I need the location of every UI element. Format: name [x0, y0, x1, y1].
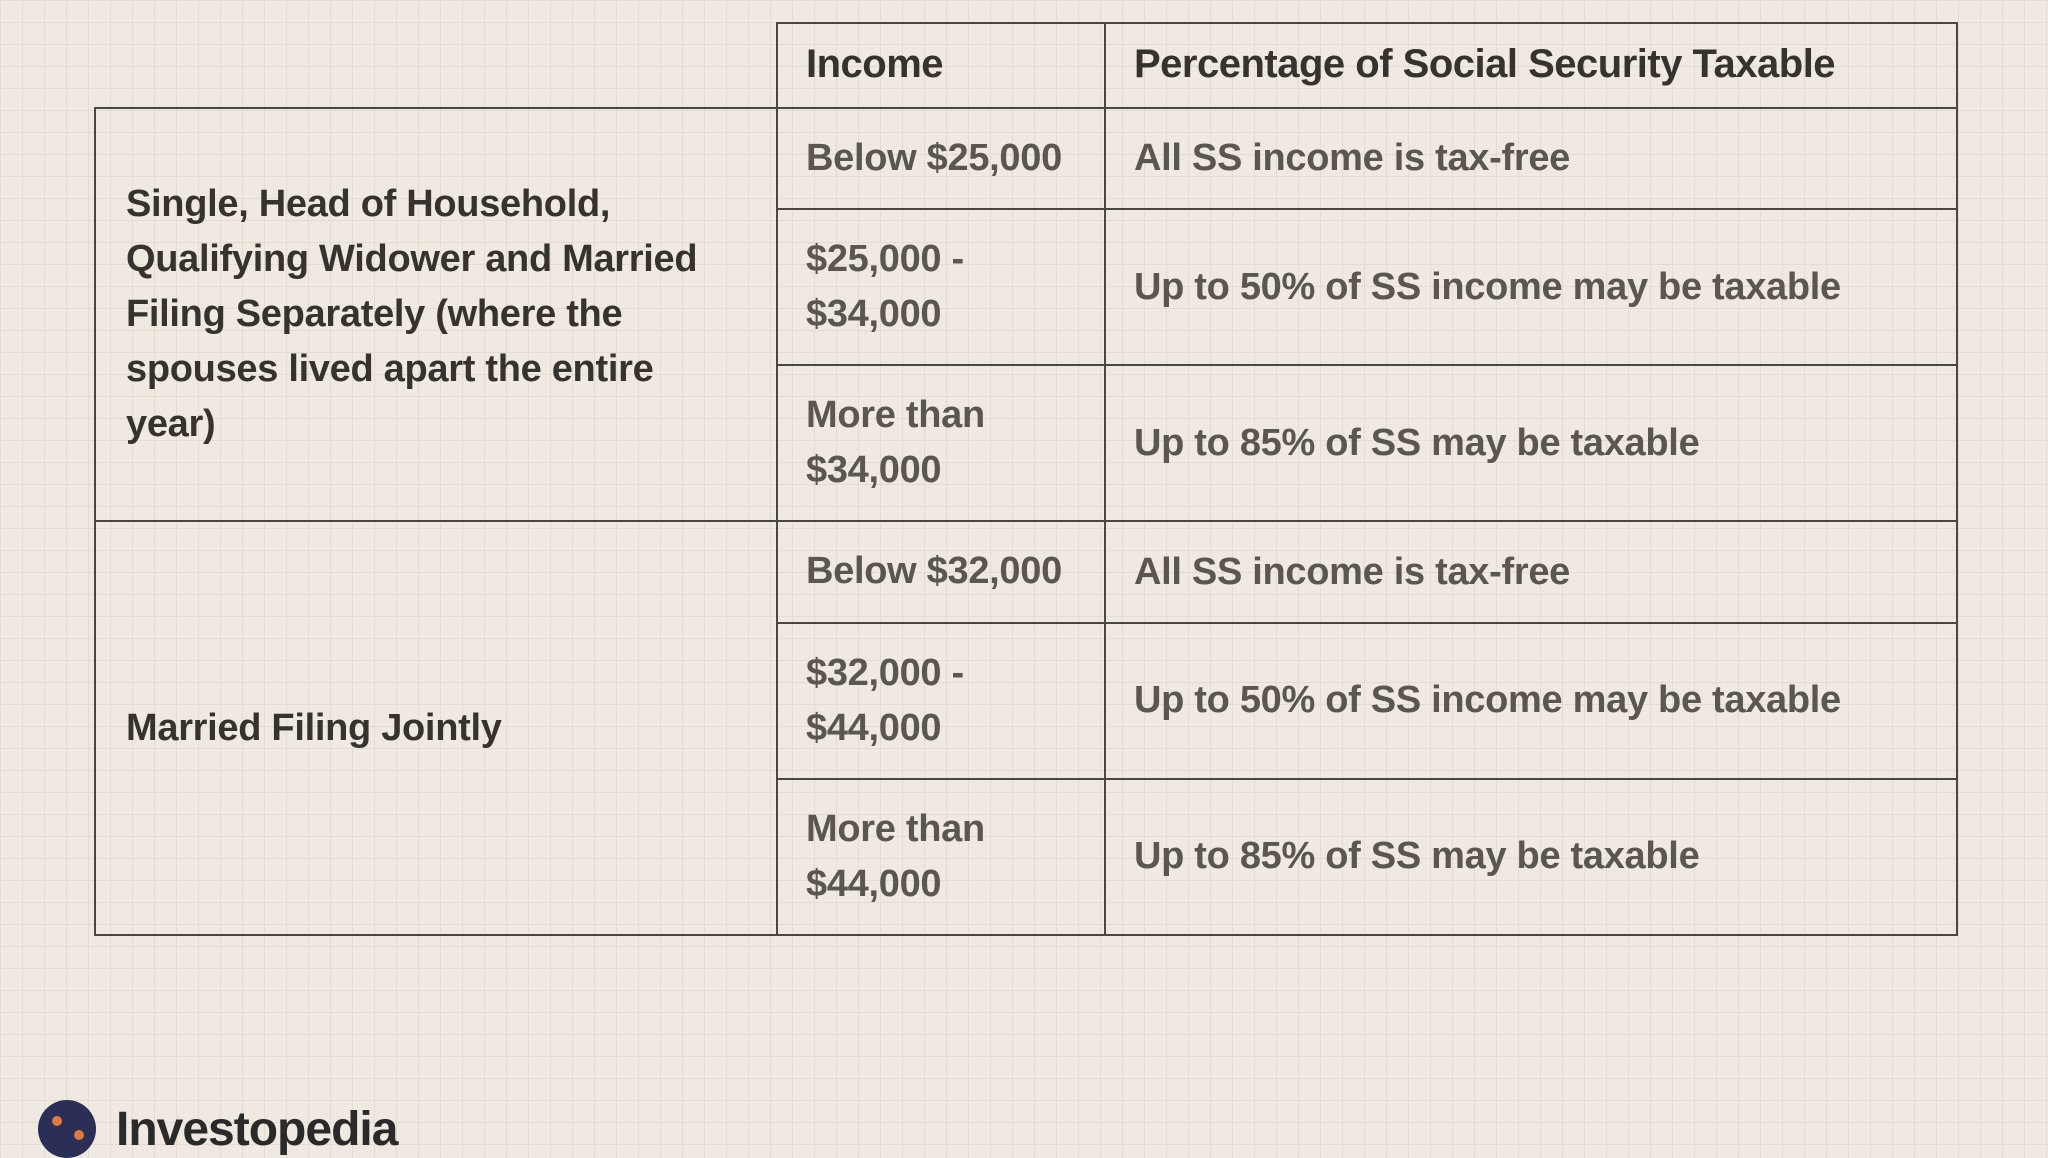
brand-logo: Investopedia: [38, 1100, 397, 1158]
income-cell: $32,000 - $44,000: [777, 623, 1105, 779]
percentage-cell: Up to 85% of SS may be taxable: [1105, 365, 1957, 521]
percentage-cell: Up to 85% of SS may be taxable: [1105, 779, 1957, 935]
percentage-cell: All SS income is tax-free: [1105, 521, 1957, 622]
income-cell: $25,000 - $34,000: [777, 209, 1105, 365]
filing-status-cell: Single, Head of Household, Qualifying Wi…: [95, 108, 777, 521]
income-cell: Below $32,000: [777, 521, 1105, 622]
percentage-cell: All SS income is tax-free: [1105, 108, 1957, 209]
income-cell: More than $34,000: [777, 365, 1105, 521]
income-cell: More than $44,000: [777, 779, 1105, 935]
percentage-cell: Up to 50% of SS income may be taxable: [1105, 209, 1957, 365]
table-row: Single, Head of Household, Qualifying Wi…: [95, 108, 1957, 209]
filing-status-cell: Married Filing Jointly: [95, 521, 777, 934]
header-row: Income Percentage of Social Security Tax…: [95, 23, 1957, 108]
header-blank: [95, 23, 777, 108]
brand-logo-text: Investopedia: [116, 1102, 397, 1157]
percentage-cell: Up to 50% of SS income may be taxable: [1105, 623, 1957, 779]
header-percentage: Percentage of Social Security Taxable: [1105, 23, 1957, 108]
header-income: Income: [777, 23, 1105, 108]
ss-tax-table: Income Percentage of Social Security Tax…: [94, 22, 1958, 936]
table-row: Married Filing Jointly Below $32,000 All…: [95, 521, 1957, 622]
brand-logo-icon: [38, 1100, 96, 1158]
income-cell: Below $25,000: [777, 108, 1105, 209]
